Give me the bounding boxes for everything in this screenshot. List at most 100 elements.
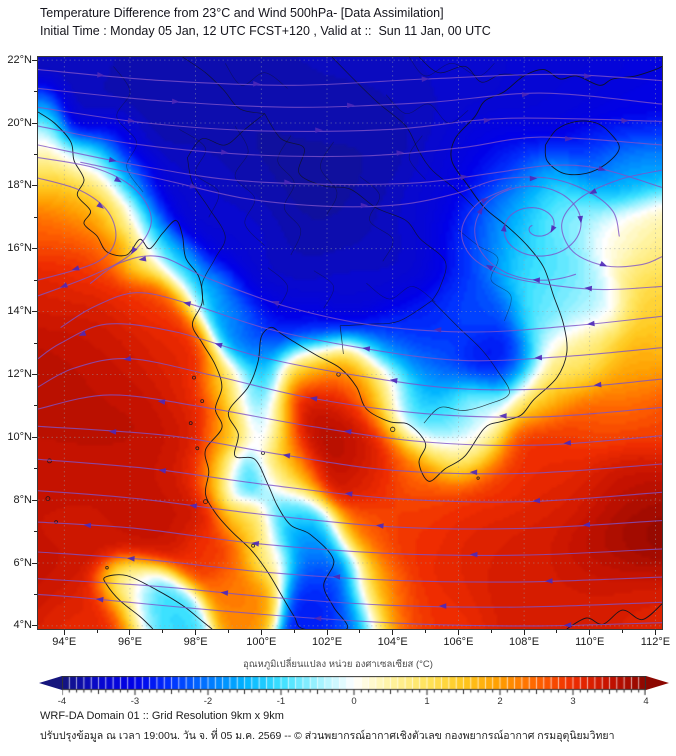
wind-arrowhead: [138, 256, 147, 262]
country-border-line: [264, 113, 447, 301]
island-outline: [105, 566, 109, 570]
wind-arrowhead: [332, 574, 341, 580]
wind-arrowhead: [108, 429, 117, 435]
colorbar-tick-label: 3: [570, 696, 576, 707]
x-axis-tick: [589, 630, 591, 635]
y-axis-tick: [34, 216, 37, 218]
wind-arrowhead: [460, 174, 469, 181]
coastline-hainan: [544, 120, 620, 176]
wind-arrowhead: [599, 261, 608, 267]
wind-arrowhead: [214, 342, 223, 349]
y-axis-label: 10°N: [7, 430, 32, 443]
coastlines-borders: [38, 57, 662, 629]
wind-arrowhead: [438, 603, 447, 609]
x-axis-tick: [162, 630, 164, 633]
wind-arrowhead: [131, 246, 138, 255]
country-border-line: [418, 57, 523, 83]
colorbar-right-arrow: [646, 676, 669, 690]
island-outline: [390, 426, 396, 432]
wind-arrowhead: [421, 76, 430, 82]
footer-domain-info: WRF-DA Domain 01 :: Grid Resolution 9km …: [40, 710, 284, 722]
chart-title: Temperature Difference from 23°C and Win…: [40, 6, 444, 20]
island-outline: [195, 446, 200, 451]
colorbar-tick-label: 1: [424, 696, 430, 707]
y-axis-label: 16°N: [7, 242, 32, 255]
wind-arrowhead: [344, 429, 352, 435]
wind-arrowhead: [347, 102, 355, 109]
y-axis-label: 14°N: [7, 305, 32, 318]
y-axis-tick: [32, 499, 37, 501]
admin-boundary-line: [179, 129, 220, 218]
wind-arrowhead: [123, 355, 132, 362]
streamline: [38, 144, 662, 188]
y-axis-tick: [32, 248, 37, 250]
chart-subtitle: Initial Time : Monday 05 Jan, 12 UTC FCS…: [40, 24, 491, 38]
wind-arrowhead: [564, 135, 573, 142]
y-axis-tick: [32, 562, 37, 564]
island-outline: [188, 421, 193, 426]
country-border-line: [340, 300, 433, 327]
wind-arrowhead: [189, 183, 198, 189]
x-axis-tick: [96, 630, 98, 633]
y-axis-tick: [34, 593, 37, 595]
admin-boundary-line: [267, 267, 289, 309]
wind-arrowhead: [582, 521, 591, 528]
wind-arrowhead: [469, 469, 478, 476]
wind-arrowhead: [500, 224, 507, 232]
wind-arrowhead: [108, 156, 117, 163]
streamline: [60, 292, 662, 362]
x-axis-tick: [392, 630, 394, 635]
x-axis-label: 110°E: [575, 636, 605, 648]
streamline: [38, 177, 117, 281]
country-border-line: [187, 157, 226, 306]
wind-arrowhead: [83, 522, 92, 529]
streamline: [38, 157, 152, 297]
x-axis-label: 96°E: [117, 636, 142, 648]
coastline-sumatra: [103, 574, 213, 629]
wind-arrowhead: [480, 198, 489, 204]
wind-arrowhead: [60, 282, 68, 288]
y-axis-tick: [34, 91, 37, 93]
admin-boundary-line: [366, 283, 436, 303]
y-axis-tick: [34, 531, 37, 533]
wind-arrowhead: [309, 396, 318, 402]
streamline: [38, 490, 662, 530]
admin-boundary-line: [113, 66, 144, 193]
x-axis-tick: [326, 630, 328, 635]
x-axis-label: 106°E: [443, 636, 474, 648]
wind-arrowhead: [433, 327, 442, 333]
admin-boundary-line: [408, 135, 426, 180]
streamline: [80, 161, 620, 237]
wind-arrowhead: [584, 285, 593, 292]
x-axis-label: 100°E: [246, 636, 277, 648]
wind-arrowhead: [389, 378, 398, 384]
wind-arrowhead: [521, 91, 530, 98]
island-outline: [476, 476, 480, 480]
country-border-line: [187, 113, 265, 158]
map-plot-area[interactable]: [37, 56, 663, 630]
colorbar-tick-label: -1: [276, 696, 286, 707]
x-axis-tick: [490, 630, 492, 633]
wind-arrowhead: [476, 206, 483, 215]
wind-arrowhead: [597, 165, 606, 171]
wind-arrowhead: [545, 578, 553, 584]
streamline: [38, 578, 662, 608]
streamline: [38, 521, 662, 557]
admin-boundary-line: [313, 270, 335, 309]
x-axis-tick: [195, 630, 197, 635]
x-axis-tick: [556, 630, 558, 633]
wind-arrowhead: [97, 72, 105, 78]
wind-arrowhead: [362, 346, 371, 352]
wind-arrowhead: [584, 73, 592, 79]
map-overlay-svg: [38, 57, 662, 629]
x-axis-tick: [227, 630, 229, 633]
admin-boundary-line: [224, 63, 288, 89]
x-axis-label: 98°E: [183, 636, 208, 648]
wind-arrowhead: [127, 117, 136, 124]
y-axis-tick: [34, 153, 37, 155]
country-border-line: [423, 300, 510, 424]
x-axis-tick: [622, 630, 624, 633]
colorbar-tick-label: -3: [130, 696, 140, 707]
admin-boundary-line: [385, 94, 469, 124]
